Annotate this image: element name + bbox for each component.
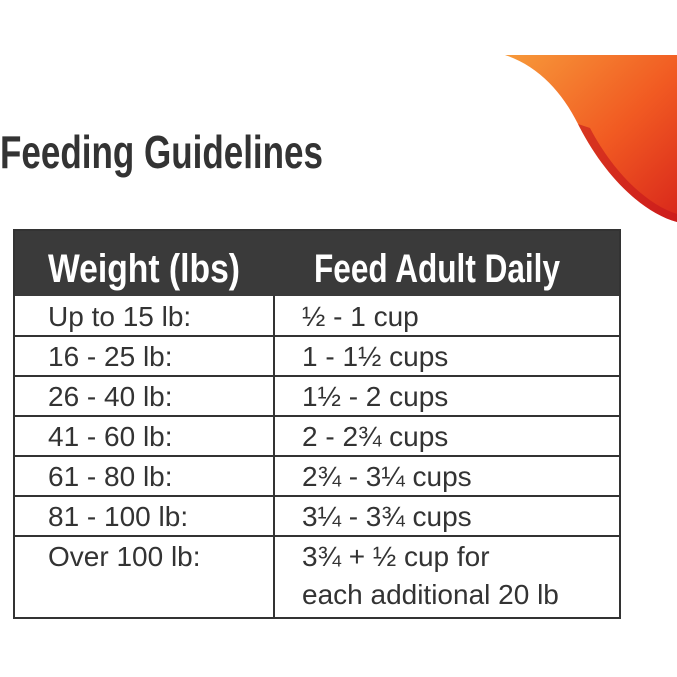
table-header-bg [14, 230, 620, 296]
table-cell: 26 - 40 lb: [48, 381, 173, 412]
table-cell: 1½ - 2 cups [302, 381, 448, 412]
table-cell: 16 - 25 lb: [48, 341, 173, 372]
table-cell: 3¼ - 3¾ cups [302, 501, 472, 532]
feeding-table: Weight (lbs) Feed Adult Daily Up to 15 l… [13, 229, 621, 619]
table-cell: 81 - 100 lb: [48, 501, 188, 532]
column-header: Weight (lbs) [48, 247, 240, 291]
table-cell: 1 - 1½ cups [302, 341, 448, 372]
table-cell: each additional 20 lb [302, 579, 559, 610]
table-cell: ½ - 1 cup [302, 301, 419, 332]
table-cell: 61 - 80 lb: [48, 461, 173, 492]
table-cell: 41 - 60 lb: [48, 421, 173, 452]
column-header: Feed Adult Daily [314, 247, 561, 291]
table-cell: 3¾ + ½ cup for [302, 541, 490, 572]
table-border [13, 229, 621, 619]
table-cell: Up to 15 lb: [48, 301, 191, 332]
table-cell: 2¾ - 3¼ cups [302, 461, 472, 492]
swoosh-edge [578, 124, 677, 222]
table-cell: Over 100 lb: [48, 541, 201, 572]
page-title: Feeding Guidelines [0, 126, 323, 178]
table-cell: 2 - 2¾ cups [302, 421, 448, 452]
